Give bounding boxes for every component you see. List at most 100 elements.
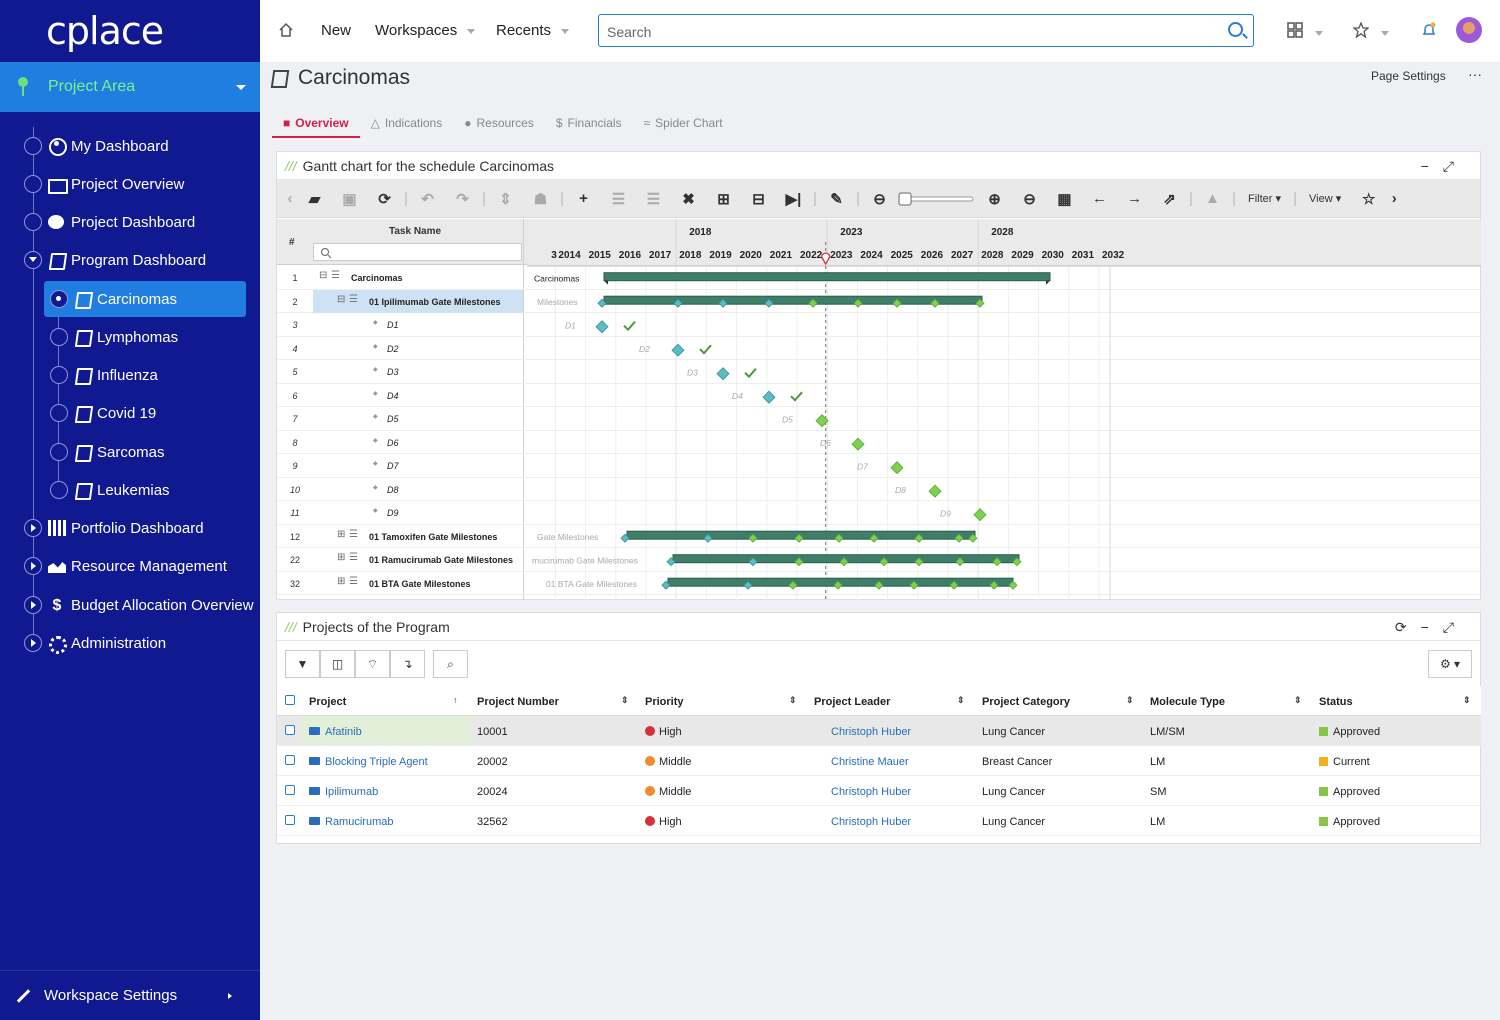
gantt-row[interactable]: 12 ⊞ ☰ 01 Tamoxifen Gate Milestones xyxy=(277,525,1481,548)
col-project-category[interactable]: Project Category xyxy=(982,696,1071,708)
expand-icon[interactable]: ⊞ xyxy=(337,575,346,587)
milestone-marker[interactable] xyxy=(989,580,999,590)
sidebar-item-lymphomas[interactable]: Lymphomas xyxy=(50,319,178,355)
summary-bar[interactable] xyxy=(603,295,983,305)
sidebar-item-covid-19[interactable]: Covid 19 xyxy=(50,395,156,431)
outdent-icon[interactable]: ☰ xyxy=(646,190,661,208)
drag-handle-icon[interactable]: /// xyxy=(285,618,297,635)
filter-icon[interactable]: ▼ xyxy=(285,649,320,678)
gantt-row[interactable]: 2 ⊟ ☰ 01 Ipilimumab Gate Milestones xyxy=(277,289,1481,313)
project-link[interactable]: Ipilimumab xyxy=(309,786,378,798)
view-menu[interactable]: View ▾ xyxy=(1309,193,1342,205)
milestone-marker[interactable] xyxy=(914,533,924,543)
milestone-marker[interactable] xyxy=(975,298,985,308)
grid-splitter[interactable] xyxy=(523,219,524,600)
delete-icon[interactable]: ✖ xyxy=(682,190,695,208)
milestone-marker[interactable] xyxy=(879,557,889,567)
sidebar-item-influenza[interactable]: Influenza xyxy=(50,357,158,393)
milestone-marker[interactable] xyxy=(909,580,919,590)
gantt-row[interactable]: 7 ◆ D5 xyxy=(277,407,1481,431)
bell-icon[interactable] xyxy=(1421,22,1437,38)
task-filter-input[interactable] xyxy=(313,243,522,261)
col-status[interactable]: Status xyxy=(1319,696,1353,708)
sidebar-item-budget-allocation[interactable]: $ Budget Allocation Overview xyxy=(24,587,254,623)
row-checkbox[interactable] xyxy=(285,785,295,795)
row-checkbox[interactable] xyxy=(285,815,295,825)
sort-asc-icon[interactable]: ↑ xyxy=(453,695,458,705)
indent-icon[interactable]: ☰ xyxy=(611,190,626,208)
milestone-marker[interactable] xyxy=(718,298,728,308)
gantt-timeline[interactable]: 1320182023202832014201520162017201820192… xyxy=(527,220,1481,600)
collapse-icon[interactable]: ⊟ xyxy=(319,270,328,281)
more-options-icon[interactable]: ··· xyxy=(1468,66,1482,82)
folder-open-icon[interactable]: ▰ xyxy=(308,190,321,208)
milestone-marker[interactable] xyxy=(869,533,879,543)
sidebar-item-project-dashboard[interactable]: Project Dashboard xyxy=(24,204,195,240)
sidebar-item-carcinomas[interactable]: Carcinomas xyxy=(44,281,246,317)
gantt-row[interactable]: 4 ◆ D2 xyxy=(277,337,1481,360)
expand-icon[interactable] xyxy=(24,251,42,269)
search-icon[interactable]: ⌕ xyxy=(433,649,468,678)
milestone-marker[interactable] xyxy=(794,557,804,567)
project-leader-link[interactable]: Christine Mauer xyxy=(831,756,909,768)
expand-icon[interactable] xyxy=(24,634,42,652)
milestone-marker[interactable] xyxy=(874,580,884,590)
scroll-right-icon[interactable]: › xyxy=(1391,190,1397,207)
cplace-logo[interactable]: cplace xyxy=(46,9,164,53)
workspaces-menu[interactable]: Workspaces xyxy=(375,22,476,39)
milestone-marker[interactable] xyxy=(808,298,818,308)
group-icon[interactable]: ⌔ xyxy=(355,649,390,678)
zoom-fit-icon[interactable]: ⊖ xyxy=(1023,190,1036,208)
sort-icon[interactable]: ⇕ xyxy=(1463,695,1471,705)
sort-icon[interactable]: ⇕ xyxy=(789,695,797,705)
collapse-all-icon[interactable]: ⊟ xyxy=(752,190,765,208)
milestone-marker[interactable] xyxy=(928,484,942,498)
tab-spider-chart[interactable]: ≈ Spider Chart xyxy=(633,112,734,138)
save-icon[interactable]: ▣ xyxy=(342,190,357,208)
milestone-marker[interactable] xyxy=(1008,580,1018,590)
sort-icon[interactable]: ↴ xyxy=(390,649,425,678)
milestone-marker[interactable] xyxy=(815,414,829,428)
chevron-down-icon[interactable] xyxy=(1381,24,1389,41)
panel-controls[interactable]: −⤢ xyxy=(1420,158,1468,174)
gantt-row[interactable]: 8 ◆ D6 xyxy=(277,431,1481,454)
jump-end-icon[interactable]: ▶| xyxy=(785,190,802,208)
col-molecule-type[interactable]: Molecule Type xyxy=(1150,696,1225,708)
arrow-right-icon[interactable]: → xyxy=(1127,190,1142,207)
home-icon[interactable] xyxy=(278,22,294,38)
sort-icon[interactable]: ⇕ xyxy=(1126,695,1134,705)
alert-icon[interactable]: ▲ xyxy=(1205,190,1220,207)
project-leader-link[interactable]: Christoph Huber xyxy=(831,786,912,798)
highlight-icon[interactable]: ✎ xyxy=(830,190,843,208)
gantt-row[interactable]: 10 ◆ D8 xyxy=(277,478,1481,501)
gantt-row[interactable]: 6 ◆ D4 xyxy=(277,384,1481,407)
milestone-marker[interactable] xyxy=(661,580,671,590)
milestone-marker[interactable] xyxy=(764,298,774,308)
milestone-marker[interactable] xyxy=(597,298,607,308)
sort-icon[interactable]: ⇕ xyxy=(621,695,629,705)
milestone-marker[interactable] xyxy=(794,533,804,543)
add-icon[interactable]: + xyxy=(579,190,588,207)
gantt-row[interactable]: 32 ⊞ ☰ 01 BTA Gate Milestones xyxy=(277,572,1481,595)
drag-handle-icon[interactable]: /// xyxy=(285,157,297,174)
sidebar-item-leukemias[interactable]: Leukemias xyxy=(50,472,170,508)
milestone-marker[interactable] xyxy=(851,437,865,451)
milestone-marker[interactable] xyxy=(890,461,904,475)
search-icon[interactable] xyxy=(1228,22,1243,37)
panel-controls[interactable]: ⟳−⤢ xyxy=(1394,619,1468,635)
milestone-marker[interactable] xyxy=(839,557,849,567)
filter-menu[interactable]: Filter ▾ xyxy=(1248,193,1282,205)
row-checkbox[interactable] xyxy=(285,725,295,735)
page-settings-button[interactable]: Page Settings xyxy=(1371,69,1446,83)
table-row[interactable]: Ipilimumab 20024 Middle Christoph Huber Lung… xyxy=(277,776,1481,806)
apps-grid-icon[interactable] xyxy=(1287,22,1303,38)
gantt-row[interactable]: 1 ⊟ ☰ Carcinomas xyxy=(277,266,1481,290)
collapse-icon[interactable]: ⊟ xyxy=(337,293,346,305)
expand-icon[interactable] xyxy=(24,596,42,614)
redo-icon[interactable]: ↷ xyxy=(456,190,469,208)
chevron-down-icon[interactable] xyxy=(1315,24,1323,41)
expand-icon[interactable] xyxy=(24,557,42,575)
table-row[interactable]: Ramucirumab 32562 High Christoph Huber Lung … xyxy=(277,806,1481,836)
columns-icon[interactable]: ◫ xyxy=(320,649,355,678)
project-link[interactable]: Afatinib xyxy=(309,726,362,738)
